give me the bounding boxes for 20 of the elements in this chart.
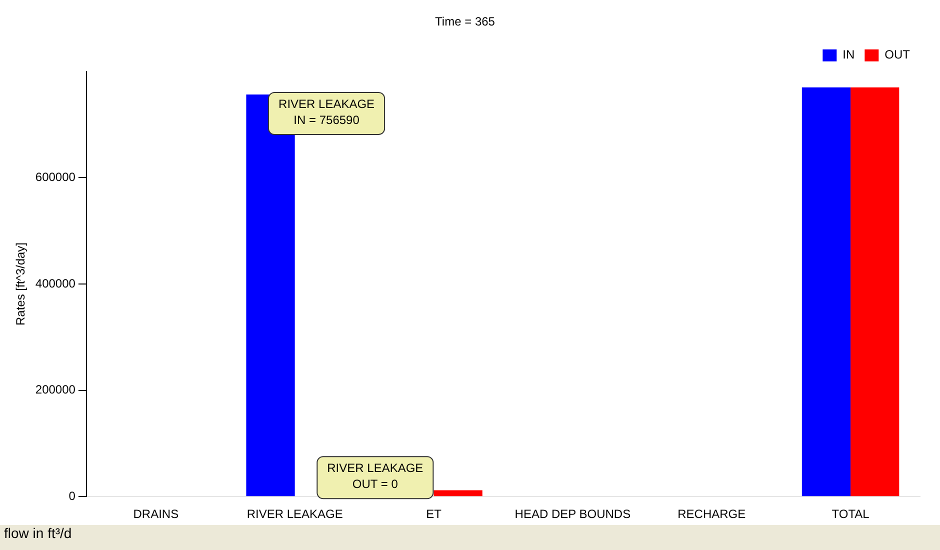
x-tick-label: ET bbox=[426, 507, 442, 522]
bar bbox=[850, 87, 900, 496]
text: flow in ft³/d bbox=[3, 525, 73, 541]
x-tick-label: RECHARGE bbox=[678, 507, 746, 522]
x-tick-label: TOTAL bbox=[832, 507, 870, 522]
x-tick-label: RIVER LEAKAGE bbox=[246, 507, 343, 522]
annotation: RIVER LEAKAGE IN = 756590 bbox=[278, 96, 375, 127]
y-tick-label: 0 bbox=[68, 488, 76, 503]
legend-label: OUT bbox=[884, 48, 911, 62]
y-tick-label: 200000 bbox=[35, 382, 76, 397]
chart-title: Time = 365 bbox=[435, 14, 496, 29]
x-tick-label: DRAINS bbox=[133, 507, 179, 522]
annotation: RIVER LEAKAGE OUT = 0 bbox=[327, 460, 424, 491]
bar bbox=[802, 87, 851, 496]
y-tick-label: 600000 bbox=[35, 170, 76, 184]
bar bbox=[434, 490, 482, 496]
y-axis-title: Rates [ft^3/day] bbox=[14, 242, 28, 326]
x-tick-label: HEAD DEP BOUNDS bbox=[514, 507, 631, 522]
legend-label: IN bbox=[842, 48, 855, 62]
y-tick-label: 400000 bbox=[35, 276, 76, 290]
